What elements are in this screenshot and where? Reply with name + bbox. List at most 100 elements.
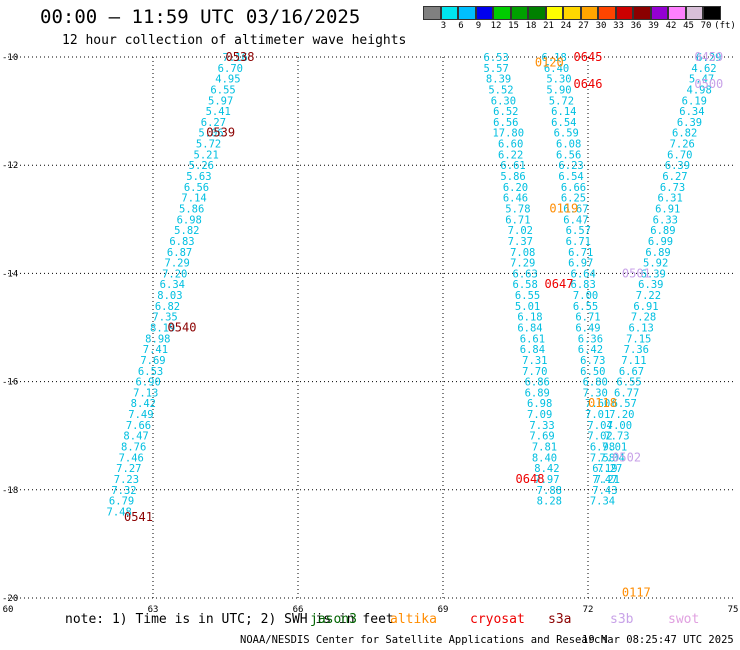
colorbar-labels: 3 6 9 12 15 18 21 24 27 30 33 36 39 42 45 70 (ft) bbox=[423, 21, 740, 35]
wave-height-label: 7.66 bbox=[126, 420, 151, 432]
wave-height-label: 5.26 bbox=[189, 160, 214, 172]
x-tick-label: 60 bbox=[3, 605, 14, 615]
colorbar-cell bbox=[633, 6, 651, 20]
wave-height-label: 8.76 bbox=[121, 442, 146, 454]
wave-height-label: 6.61 bbox=[500, 160, 525, 172]
pass-label: 0648 bbox=[516, 472, 545, 486]
wave-height-label: 5.01 bbox=[515, 301, 540, 313]
colorbar-tick-label: 39 bbox=[648, 21, 659, 31]
satellite-legend-item: jason3 bbox=[310, 612, 357, 627]
wave-height-label: 5.78 bbox=[505, 203, 530, 215]
wave-height-label: 7.09 bbox=[527, 409, 552, 421]
colorbar-cell bbox=[598, 6, 616, 20]
wave-height-label: 6.20 bbox=[503, 182, 528, 194]
satellite-legend-item: altika bbox=[390, 612, 437, 627]
pass-label: 0459 bbox=[694, 50, 723, 64]
pass-label: 0501 bbox=[622, 266, 651, 280]
wave-height-label: 8.98 bbox=[145, 333, 170, 345]
wave-height-label: 6.91 bbox=[655, 203, 680, 215]
wave-height-label: 6.98 bbox=[177, 214, 202, 226]
pass-label: 0540 bbox=[168, 321, 197, 335]
colorbar-cell bbox=[458, 6, 476, 20]
wave-height-label: 8.42 bbox=[534, 463, 559, 475]
wave-height-label: 7.36 bbox=[624, 344, 649, 356]
wave-height-label: 6.53 bbox=[484, 52, 509, 64]
wave-height-label: 7.33 bbox=[529, 420, 554, 432]
wave-height-label: 6.55 bbox=[210, 84, 235, 96]
wave-height-label: 8.42 bbox=[131, 398, 156, 410]
pass-label: 0541 bbox=[124, 510, 153, 524]
y-tick-label: -12 bbox=[2, 161, 18, 171]
wave-height-label: 6.31 bbox=[658, 193, 683, 205]
wave-height-label: 5.90 bbox=[546, 84, 571, 96]
wave-height-label: 7.08 bbox=[510, 247, 535, 259]
wave-height-label: 6.77 bbox=[614, 387, 639, 399]
wave-height-label: 6.89 bbox=[645, 247, 670, 259]
wave-height-label: 5.30 bbox=[546, 74, 571, 86]
wave-height-label: 6.89 bbox=[525, 387, 550, 399]
wave-height-label: 7.00 bbox=[573, 290, 598, 302]
wave-height-label: 6.73 bbox=[660, 182, 685, 194]
wave-height-label: 6.90 bbox=[136, 377, 161, 389]
x-tick-label: 69 bbox=[438, 605, 449, 615]
wave-height-label: 7.00 bbox=[607, 420, 632, 432]
wave-height-label: 6.71 bbox=[505, 214, 530, 226]
wave-height-label: 5.72 bbox=[196, 139, 221, 151]
wave-height-label: 7.70 bbox=[522, 366, 547, 378]
wave-height-label: 7.01 bbox=[585, 409, 610, 421]
wave-height-label: 6.42 bbox=[578, 344, 603, 356]
wave-height-label: 7.11 bbox=[621, 355, 646, 367]
wave-height-label: 7.27 bbox=[597, 463, 622, 475]
wave-height-label: 6.82 bbox=[672, 128, 697, 140]
wave-height-label: 7.32 bbox=[111, 485, 136, 497]
wave-height-label: 7.28 bbox=[631, 312, 656, 324]
colorbar-cell bbox=[510, 6, 528, 20]
wave-height-label: 6.34 bbox=[160, 279, 185, 291]
colorbar-tick-label: 36 bbox=[630, 21, 642, 31]
wave-height-label: 7.20 bbox=[162, 268, 187, 280]
credit-timestamp: 19 Mar 08:25:47 UTC 2025 bbox=[582, 634, 734, 646]
wave-height-label: 6.71 bbox=[566, 236, 591, 248]
wave-height-label: 5.72 bbox=[549, 95, 574, 107]
pass-label: 0117 bbox=[622, 586, 651, 600]
wave-height-label: 6.83 bbox=[571, 279, 596, 291]
wave-height-label: 6.34 bbox=[679, 106, 704, 118]
colorbar-tick-label: 9 bbox=[475, 21, 482, 31]
wave-height-label: 7.21 bbox=[595, 474, 620, 486]
wave-height-label: 6.36 bbox=[578, 333, 603, 345]
wave-height-label: 6.56 bbox=[493, 117, 518, 129]
wave-height-label: 4.62 bbox=[691, 63, 716, 75]
colorbar-cell bbox=[668, 6, 686, 20]
wave-height-label: 7.69 bbox=[529, 431, 554, 443]
wave-height-label: 5.82 bbox=[174, 225, 199, 237]
colorbar-cell bbox=[615, 6, 633, 20]
wave-height-label: 7.02 bbox=[508, 225, 533, 237]
colorbar-cell bbox=[703, 6, 721, 20]
wave-height-label: 6.19 bbox=[592, 463, 617, 475]
wave-height-label: 8.03 bbox=[157, 290, 182, 302]
y-tick-label: -14 bbox=[2, 269, 18, 279]
wave-height-label: 5.63 bbox=[186, 171, 211, 183]
y-tick-label: -20 bbox=[2, 594, 18, 604]
colorbar-cell bbox=[440, 6, 458, 20]
wave-height-label: 7.37 bbox=[508, 236, 533, 248]
wave-height-label: 7.27 bbox=[116, 463, 141, 475]
x-tick-label: 75 bbox=[728, 605, 739, 615]
wave-height-label: 8.39 bbox=[486, 74, 511, 86]
wave-height-label: 4.95 bbox=[215, 74, 240, 86]
wave-height-label: 6.71 bbox=[575, 312, 600, 324]
wave-height-label: 7.69 bbox=[140, 355, 165, 367]
wave-height-label: 7.01 bbox=[602, 442, 627, 454]
pass-label: 0119 bbox=[549, 201, 578, 215]
colorbar-cell bbox=[528, 6, 546, 20]
wave-height-label: 7.41 bbox=[143, 344, 168, 356]
wave-height-label: 6.84 bbox=[517, 323, 542, 335]
wave-height-label: 7.46 bbox=[119, 452, 144, 464]
wave-height-label: 6.54 bbox=[558, 171, 583, 183]
wave-height-label: 6.27 bbox=[662, 171, 687, 183]
colorbar-tick-label: 30 bbox=[595, 21, 607, 31]
wave-height-label: 6.67 bbox=[619, 366, 644, 378]
wave-height-label: 6.70 bbox=[667, 149, 692, 161]
wave-height-label: 6.39 bbox=[677, 117, 702, 129]
